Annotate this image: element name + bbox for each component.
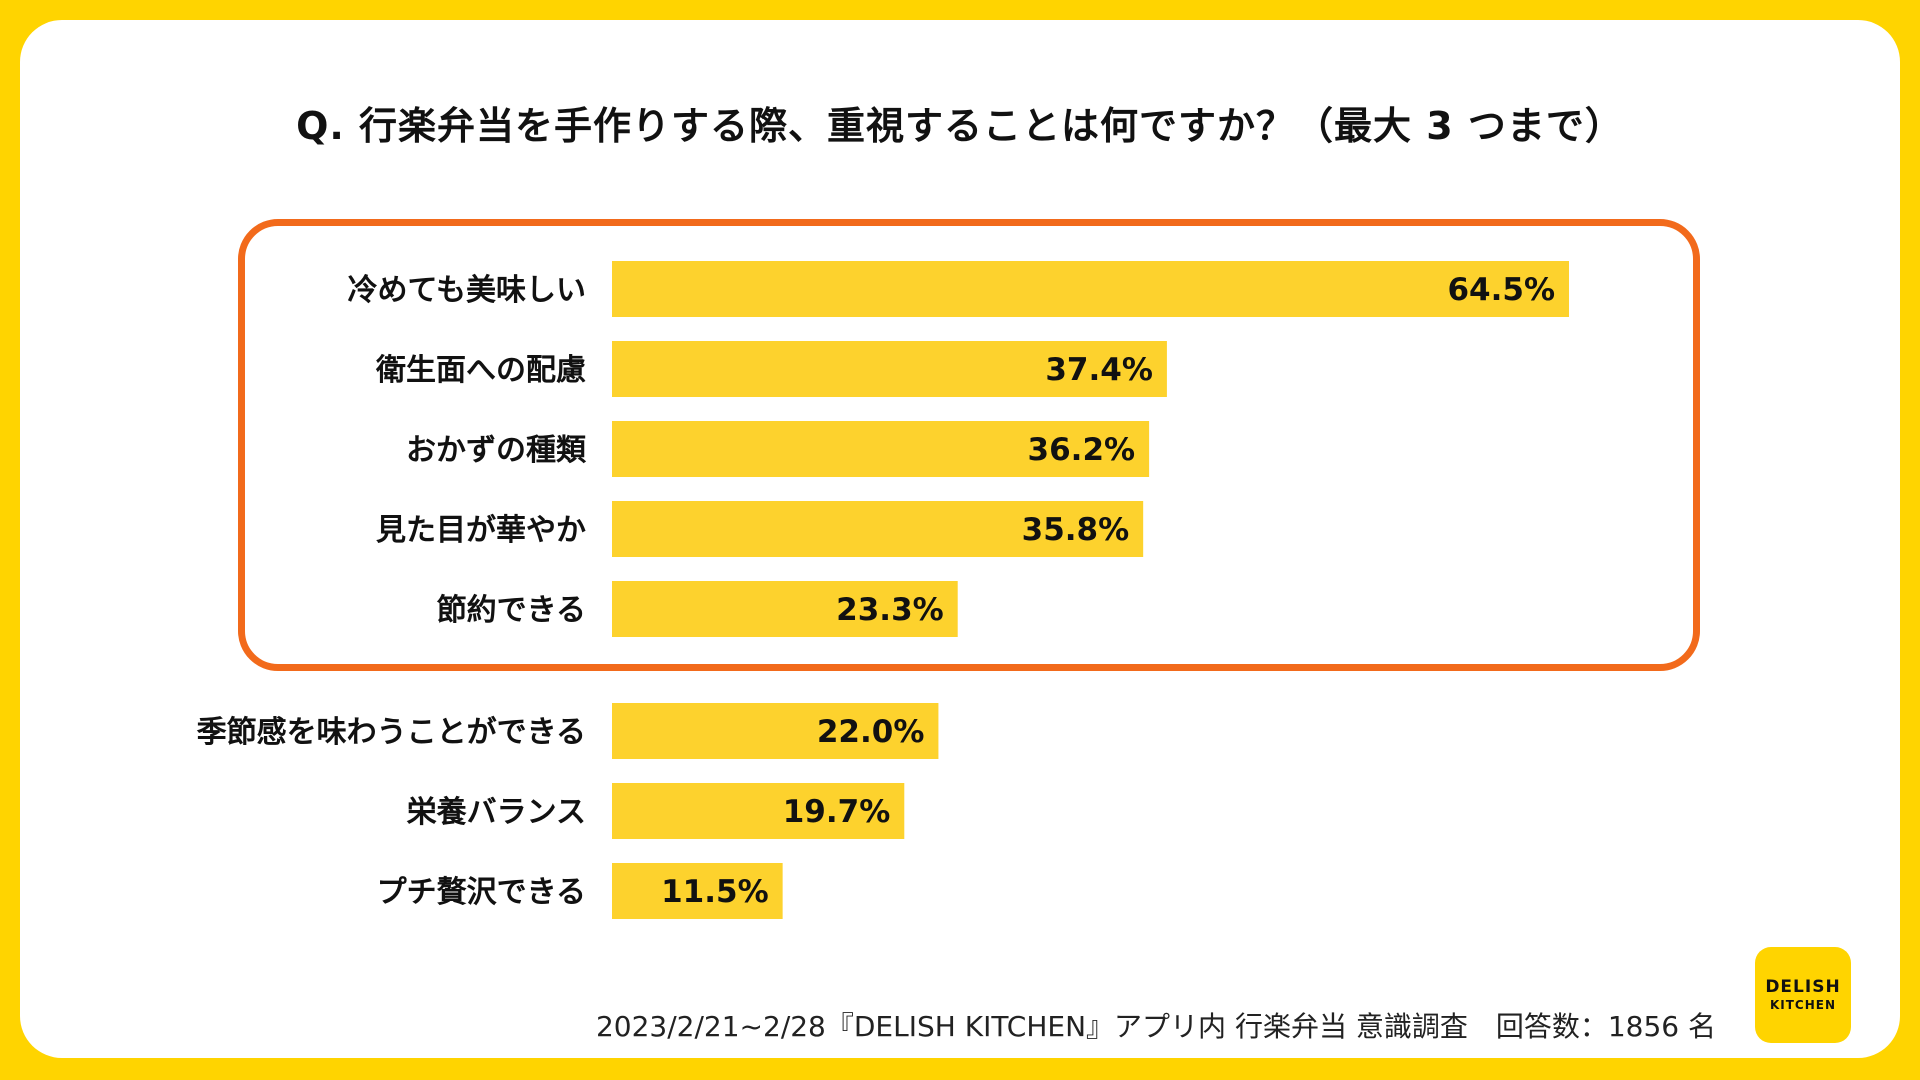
category-label-3: おかずの種類 xyxy=(406,433,587,468)
category-label-4: 見た目が華やか xyxy=(376,513,586,548)
value-label-6: 22.0% xyxy=(817,714,925,750)
chart-title: Q. 行楽弁当を手作りする際、重視することは何ですか？（最大 3 つまで） xyxy=(296,104,1624,148)
value-label-8: 11.5% xyxy=(661,874,769,910)
bar-3 xyxy=(612,421,1150,477)
bar-5 xyxy=(612,581,958,637)
category-label-5: 節約できる xyxy=(437,593,586,628)
top-five-highlight-frame xyxy=(238,219,1700,671)
category-label-2: 衛生面への配慮 xyxy=(375,353,586,388)
bar-7 xyxy=(612,783,905,839)
bar-4 xyxy=(612,501,1144,557)
value-label-5: 23.3% xyxy=(836,592,944,628)
bar-6 xyxy=(612,703,939,759)
bar-2 xyxy=(612,341,1167,397)
category-label-7: 栄養バランス xyxy=(407,795,586,830)
category-label-6: 季節感を味わうことができる xyxy=(197,715,586,750)
category-label-1: 冷めても美味しい xyxy=(348,273,587,308)
delish-kitchen-logo: DELISH KITCHEN xyxy=(1755,947,1851,1043)
category-label-8: プチ贅沢できる xyxy=(377,875,586,910)
value-label-4: 35.8% xyxy=(1022,512,1130,548)
survey-footnote: 2023/2/21~2/28『DELISH KITCHEN』アプリ内 行楽弁当 … xyxy=(595,1010,1716,1043)
bar-8 xyxy=(612,863,783,919)
logo-line-2: KITCHEN xyxy=(1769,998,1837,1012)
bar-1 xyxy=(612,261,1569,317)
value-label-3: 36.2% xyxy=(1028,432,1136,468)
value-label-7: 19.7% xyxy=(783,794,891,830)
value-label-2: 37.4% xyxy=(1045,352,1153,388)
value-label-1: 64.5% xyxy=(1447,272,1555,308)
logo-line-1: DELISH xyxy=(1765,977,1841,997)
